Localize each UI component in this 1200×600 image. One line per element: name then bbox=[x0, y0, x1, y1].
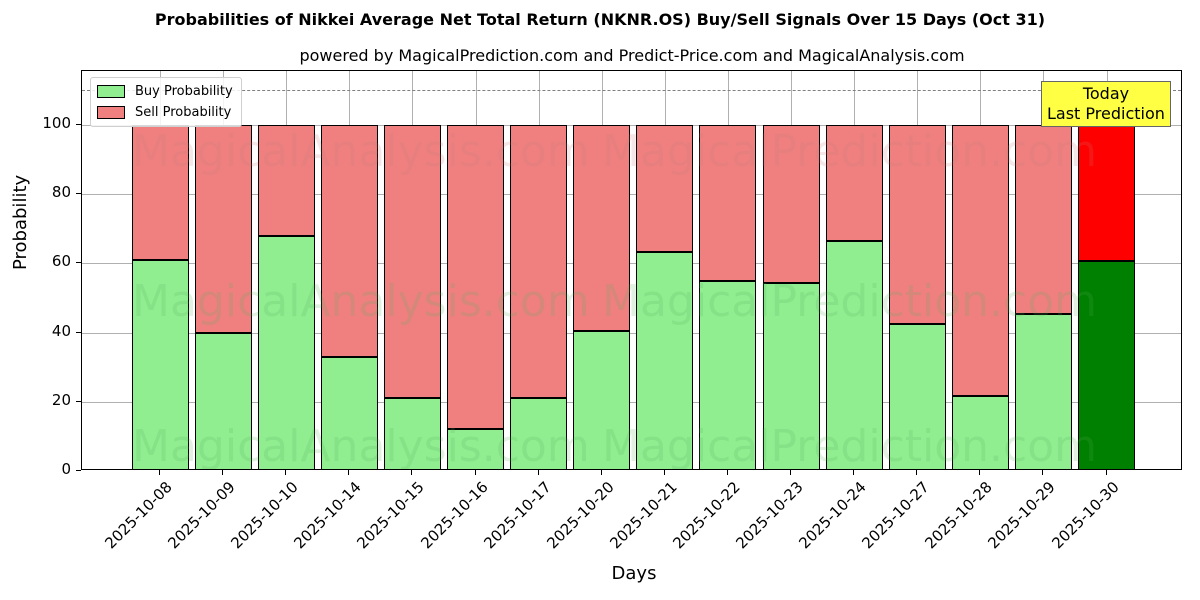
x-axis-label: Days bbox=[611, 563, 657, 584]
gridline-horizontal bbox=[82, 194, 1181, 196]
bar-sell bbox=[320, 125, 378, 357]
y-tick-label: 100 bbox=[42, 114, 71, 132]
y-tick-label: 40 bbox=[51, 321, 71, 340]
bar-sell bbox=[1078, 125, 1135, 261]
bar-buy bbox=[383, 398, 441, 469]
bar-sell bbox=[131, 125, 189, 260]
gridline-horizontal bbox=[82, 125, 1181, 126]
legend-swatch-buy bbox=[97, 85, 125, 98]
bar-buy bbox=[320, 356, 378, 469]
bar-buy bbox=[447, 429, 504, 469]
bar-buy bbox=[510, 398, 568, 469]
annotation-line-2: Last Prediction bbox=[1047, 104, 1165, 123]
bar-buy bbox=[762, 283, 820, 469]
x-tick-mark bbox=[537, 470, 539, 475]
gridline-horizontal bbox=[82, 401, 1181, 403]
bar-sell bbox=[951, 125, 1009, 396]
bar-buy bbox=[636, 251, 694, 469]
reference-line bbox=[82, 90, 1181, 92]
y-tick-mark bbox=[76, 262, 81, 264]
x-tick-mark bbox=[663, 470, 665, 475]
y-axis-label: Probability bbox=[10, 174, 31, 270]
bar-buy bbox=[699, 280, 757, 469]
bar-buy bbox=[951, 395, 1009, 469]
x-tick-mark bbox=[916, 470, 918, 475]
y-tick-label: 20 bbox=[51, 390, 71, 409]
gridline-horizontal bbox=[82, 263, 1181, 265]
y-tick-mark bbox=[76, 193, 81, 195]
x-tick-mark bbox=[853, 470, 855, 475]
y-tick-mark bbox=[76, 124, 81, 125]
bar-buy bbox=[888, 323, 946, 469]
bar-buy bbox=[573, 330, 631, 469]
legend-item-sell: Sell Probability bbox=[97, 102, 233, 123]
bar-buy bbox=[194, 332, 252, 469]
bar-sell bbox=[888, 125, 946, 324]
chart-subtitle: powered by MagicalPrediction.com and Pre… bbox=[299, 46, 965, 65]
bar-sell bbox=[510, 125, 568, 399]
y-tick-mark bbox=[76, 400, 81, 402]
x-tick-mark bbox=[1042, 470, 1044, 475]
gridline-horizontal bbox=[82, 332, 1181, 334]
y-tick-label: 60 bbox=[51, 252, 71, 271]
x-tick-mark bbox=[1105, 470, 1107, 475]
bar-buy bbox=[825, 240, 883, 469]
y-tick-mark bbox=[76, 470, 81, 471]
bar-buy bbox=[131, 259, 189, 469]
bar-sell bbox=[699, 125, 757, 281]
bar-buy bbox=[1078, 260, 1135, 469]
y-tick-label: 80 bbox=[51, 183, 71, 202]
legend: Buy Probability Sell Probability bbox=[90, 77, 242, 127]
bar-buy bbox=[1014, 313, 1072, 469]
bar-sell bbox=[825, 125, 883, 241]
bar-sell bbox=[257, 125, 315, 236]
x-tick-mark bbox=[600, 470, 602, 475]
x-tick-mark bbox=[348, 470, 350, 475]
x-tick-mark bbox=[285, 470, 287, 475]
x-tick-mark bbox=[474, 470, 476, 475]
chart-title: Probabilities of Nikkei Average Net Tota… bbox=[154, 10, 1046, 29]
legend-swatch-sell bbox=[97, 106, 125, 119]
x-tick-mark bbox=[222, 470, 224, 475]
x-tick-mark bbox=[726, 470, 728, 475]
bar-sell bbox=[447, 125, 504, 430]
y-tick-label: 0 bbox=[61, 460, 71, 478]
today-annotation: Today Last Prediction bbox=[1041, 81, 1171, 127]
x-tick-mark bbox=[790, 470, 791, 475]
x-tick-mark bbox=[979, 470, 981, 475]
legend-label-sell: Sell Probability bbox=[135, 105, 232, 120]
bar-sell bbox=[1014, 125, 1072, 314]
legend-label-buy: Buy Probability bbox=[135, 84, 233, 99]
plot-area: MagicalAnalysis.comMagicalPrediction.com… bbox=[81, 70, 1182, 470]
bar-buy bbox=[257, 235, 315, 469]
annotation-line-1: Today bbox=[1082, 84, 1130, 103]
bar-sell bbox=[194, 125, 252, 333]
legend-item-buy: Buy Probability bbox=[97, 81, 233, 102]
bar-sell bbox=[573, 125, 631, 331]
x-tick-mark bbox=[411, 470, 413, 475]
x-tick-mark bbox=[159, 470, 160, 475]
bar-sell bbox=[636, 125, 694, 252]
bar-sell bbox=[762, 125, 820, 284]
y-tick-mark bbox=[76, 331, 81, 333]
bar-sell bbox=[383, 125, 441, 399]
